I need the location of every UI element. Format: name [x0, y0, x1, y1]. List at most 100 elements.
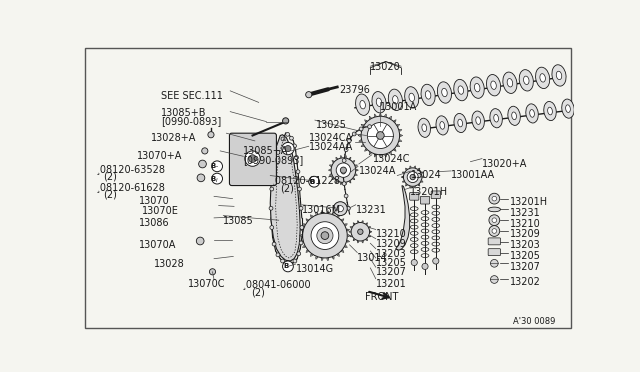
Polygon shape [332, 257, 334, 259]
Circle shape [283, 118, 289, 124]
Text: 13024A: 13024A [359, 166, 396, 176]
Polygon shape [355, 165, 358, 167]
Circle shape [196, 237, 204, 245]
Text: ¸08120-63528: ¸08120-63528 [95, 164, 166, 174]
Ellipse shape [376, 98, 382, 106]
Circle shape [208, 132, 214, 138]
Polygon shape [337, 215, 339, 217]
Circle shape [298, 187, 301, 191]
Text: 13207: 13207 [376, 267, 406, 277]
Circle shape [292, 144, 296, 148]
Circle shape [197, 174, 205, 182]
Polygon shape [303, 246, 305, 247]
Polygon shape [421, 172, 423, 174]
Circle shape [340, 167, 346, 173]
Polygon shape [306, 219, 308, 221]
Text: 13210: 13210 [509, 219, 540, 229]
Text: [0990-0893]: [0990-0893] [161, 116, 221, 126]
Text: ¸08120-61228: ¸08120-61228 [270, 176, 340, 186]
Ellipse shape [491, 81, 496, 89]
Polygon shape [406, 184, 407, 186]
Polygon shape [353, 160, 355, 163]
Circle shape [348, 139, 351, 143]
Text: 13205: 13205 [509, 251, 541, 261]
Polygon shape [369, 227, 371, 228]
Text: B: B [283, 263, 288, 269]
Circle shape [358, 229, 363, 234]
FancyBboxPatch shape [488, 249, 500, 256]
Polygon shape [356, 169, 358, 171]
Ellipse shape [490, 109, 502, 128]
Circle shape [249, 155, 257, 163]
Polygon shape [385, 114, 387, 116]
Ellipse shape [472, 111, 484, 130]
Polygon shape [366, 239, 367, 241]
Polygon shape [394, 149, 396, 151]
Circle shape [359, 127, 363, 131]
Text: 13070C: 13070C [188, 279, 225, 289]
Polygon shape [353, 223, 355, 225]
Ellipse shape [360, 100, 365, 109]
FancyBboxPatch shape [230, 133, 276, 186]
Ellipse shape [436, 116, 449, 135]
Polygon shape [390, 116, 392, 119]
Circle shape [198, 160, 206, 168]
Polygon shape [321, 211, 323, 213]
Polygon shape [326, 211, 329, 213]
FancyBboxPatch shape [488, 238, 500, 245]
Text: 13024AA: 13024AA [308, 142, 353, 152]
Circle shape [344, 194, 348, 198]
Circle shape [352, 132, 356, 136]
Polygon shape [310, 215, 313, 217]
Circle shape [333, 202, 348, 216]
Circle shape [300, 225, 304, 230]
Ellipse shape [392, 96, 398, 104]
Circle shape [285, 145, 291, 152]
Text: 13201H: 13201H [509, 197, 548, 207]
Circle shape [344, 148, 348, 152]
Ellipse shape [562, 99, 574, 118]
Ellipse shape [454, 79, 468, 101]
Ellipse shape [458, 86, 463, 94]
Circle shape [212, 173, 223, 184]
Polygon shape [345, 224, 348, 226]
Polygon shape [361, 145, 364, 147]
Polygon shape [337, 254, 339, 257]
Polygon shape [410, 187, 412, 188]
Text: 13231: 13231 [356, 205, 387, 215]
Polygon shape [342, 219, 344, 221]
Circle shape [289, 262, 293, 266]
Polygon shape [300, 240, 303, 242]
Circle shape [311, 222, 339, 250]
Ellipse shape [474, 83, 480, 92]
Ellipse shape [421, 84, 435, 106]
Circle shape [294, 155, 298, 159]
Circle shape [331, 158, 356, 183]
Polygon shape [421, 180, 423, 182]
Circle shape [410, 174, 415, 180]
Circle shape [492, 229, 497, 233]
Text: 13209: 13209 [376, 239, 406, 248]
Ellipse shape [524, 76, 529, 84]
Ellipse shape [584, 102, 588, 110]
Polygon shape [303, 224, 305, 226]
Polygon shape [332, 160, 334, 163]
Circle shape [297, 252, 301, 256]
Ellipse shape [454, 113, 467, 132]
Circle shape [490, 260, 498, 267]
Ellipse shape [512, 112, 516, 120]
Ellipse shape [426, 91, 431, 99]
Circle shape [367, 125, 371, 129]
Ellipse shape [540, 74, 545, 82]
Polygon shape [357, 241, 359, 243]
Text: 13070A: 13070A [139, 240, 176, 250]
Circle shape [342, 182, 346, 186]
Text: 13014: 13014 [357, 253, 388, 263]
Circle shape [492, 218, 497, 222]
Polygon shape [399, 129, 402, 131]
Text: 13028: 13028 [154, 259, 185, 269]
Polygon shape [350, 227, 352, 228]
Circle shape [289, 136, 293, 140]
Text: (2): (2) [103, 172, 117, 182]
Ellipse shape [536, 67, 550, 89]
